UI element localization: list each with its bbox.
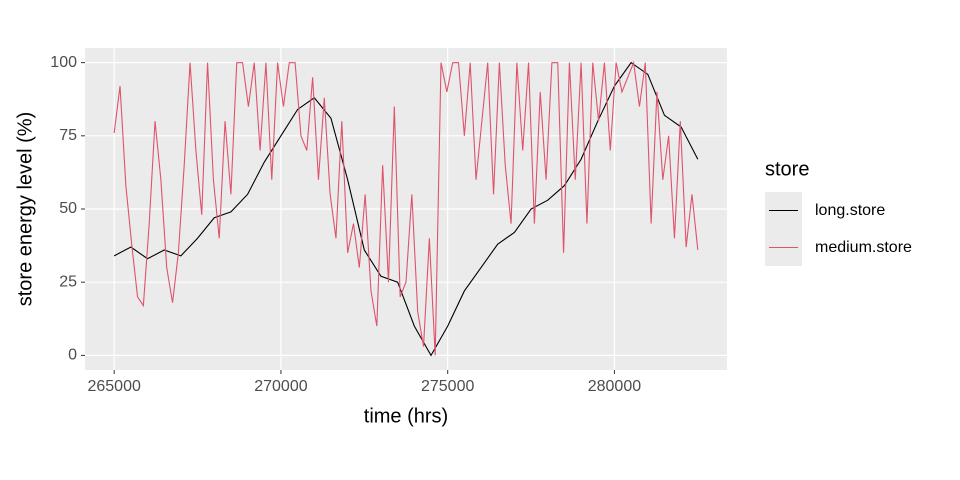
y-tick-label: 75	[59, 127, 77, 144]
legend-title: store	[765, 158, 809, 180]
x-axis-title: time (hrs)	[364, 405, 448, 427]
legend-label: medium.store	[815, 239, 912, 256]
y-tick-label: 100	[50, 54, 77, 71]
y-tick-label: 25	[59, 273, 77, 290]
series-line	[113, 60, 699, 356]
x-tick-label: 270000	[254, 378, 307, 395]
legend-label: long.store	[815, 202, 885, 219]
y-tick-label: 0	[68, 347, 77, 364]
x-tick-label: 280000	[588, 378, 641, 395]
y-tick-label: 50	[59, 200, 77, 217]
series-line	[113, 61, 699, 357]
y-axis-title: store energy level (%)	[14, 112, 36, 307]
x-tick-label: 275000	[421, 378, 474, 395]
x-tick-label: 265000	[87, 378, 140, 395]
